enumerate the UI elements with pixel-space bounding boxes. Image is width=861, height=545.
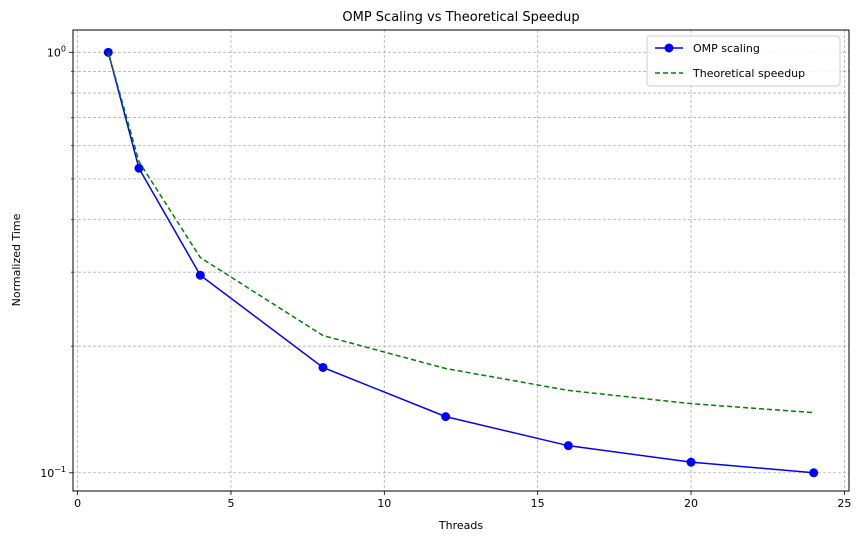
ticks: 0 5 10 15 20 25 10−1 100 — [40, 44, 851, 510]
x-tick-label: 20 — [684, 497, 698, 510]
x-tick-label: 5 — [227, 497, 234, 510]
x-tick-label: 15 — [531, 497, 545, 510]
series-layer — [103, 47, 819, 478]
plot-frame — [72, 29, 850, 492]
series-0-point — [441, 412, 451, 422]
series-0-point — [318, 362, 328, 372]
y-tick-label: 10−1 — [40, 465, 66, 480]
series-0-point — [134, 163, 144, 173]
x-tick-label: 10 — [377, 497, 391, 510]
series-0-point — [809, 468, 819, 478]
series-0-point — [686, 457, 696, 467]
chart-title: OMP Scaling vs Theoretical Speedup — [342, 10, 579, 25]
y-tick-label: 100 — [47, 44, 66, 59]
x-tick-label: 0 — [74, 497, 81, 510]
legend-marker-omp — [664, 43, 674, 53]
y-axis-label: Normalized Time — [10, 213, 23, 306]
series-0-point — [195, 270, 205, 280]
x-axis-label: Threads — [438, 519, 483, 532]
legend-label-theoretical: Theoretical speedup — [692, 67, 805, 80]
legend-box — [646, 35, 841, 87]
x-tick-label: 25 — [837, 497, 851, 510]
legend: OMP scaling Theoretical speedup — [646, 35, 841, 87]
series-0-point — [103, 47, 113, 57]
series-0-point — [563, 441, 573, 451]
series-line-1 — [107, 52, 814, 414]
series-line-0 — [107, 52, 814, 474]
legend-label-omp: OMP scaling — [693, 42, 760, 55]
